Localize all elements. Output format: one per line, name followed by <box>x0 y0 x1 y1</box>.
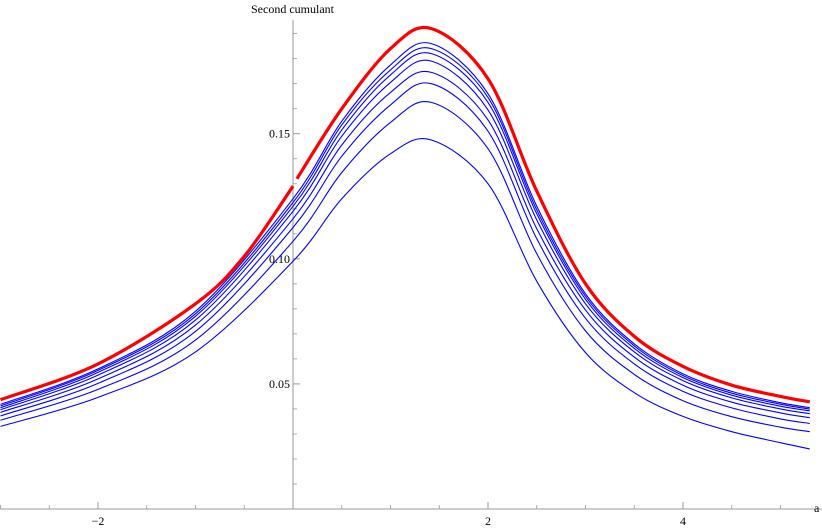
series-line-7 <box>0 100 810 433</box>
highlight-line-left <box>0 185 295 402</box>
series-line-5 <box>0 70 810 419</box>
x-tick-label: 4 <box>680 514 686 528</box>
series-line-8 <box>0 138 810 450</box>
plot-area <box>0 25 811 450</box>
series-line-3 <box>0 52 810 412</box>
series-line-1 <box>0 42 810 409</box>
x-axis-label: a <box>814 501 820 515</box>
highlight-line-right <box>295 25 811 404</box>
x-tick-label: −2 <box>92 514 105 528</box>
y-tick-label: 0.15 <box>269 127 290 141</box>
axes: −2 2 4 0.05 0.10 0.15 <box>0 20 822 528</box>
y-tick-label: 0.10 <box>269 252 290 266</box>
series-line-6 <box>0 82 810 424</box>
y-tick-label: 0.05 <box>269 377 290 391</box>
series-line-2 <box>0 47 810 410</box>
x-tick-label: 2 <box>485 514 491 528</box>
y-axis-label: Second cumulant <box>251 2 335 16</box>
series-line-4 <box>0 59 810 415</box>
